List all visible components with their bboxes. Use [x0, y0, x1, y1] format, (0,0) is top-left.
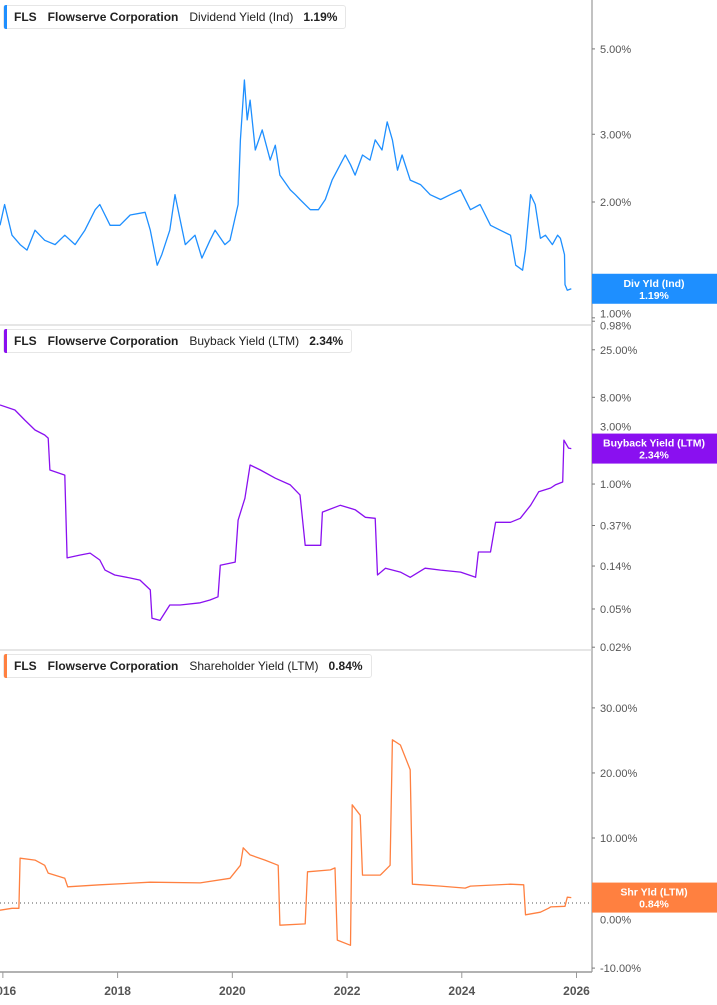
y-tick-label: -10.00% — [600, 963, 641, 975]
y-tick-label: 3.00% — [600, 129, 631, 141]
y-tick-label: 0.14% — [600, 561, 631, 573]
y-tick-label: 10.00% — [600, 833, 638, 845]
legend-color-swatch — [4, 654, 7, 678]
y-tick-label: 20.00% — [600, 768, 638, 780]
series-line — [0, 739, 572, 946]
end-label-value: 0.84% — [639, 899, 669, 911]
y-tick-label: 3.00% — [600, 422, 631, 434]
end-label-name: Div Yld (Ind) — [623, 278, 684, 290]
y-tick-label: 0.00% — [600, 915, 631, 927]
series-line — [0, 404, 572, 622]
y-tick-label: 0.37% — [600, 521, 631, 533]
y-tick-label: 25.00% — [600, 345, 638, 357]
legend-buyback-yield: FLS Flowserve Corporation Buyback Yield … — [3, 329, 353, 353]
y-tick-label: 5.00% — [600, 44, 631, 56]
y-tick-label: 8.00% — [600, 392, 631, 404]
end-value-label-box — [592, 273, 717, 304]
y-tick-label: 1.00% — [600, 309, 631, 321]
y-tick-label: 0.02% — [600, 642, 631, 654]
end-label-value: 1.19% — [639, 290, 669, 302]
end-value-label-box — [592, 433, 717, 464]
x-tick-label: 2020 — [219, 984, 246, 998]
y-tick-label: 0.05% — [600, 604, 631, 616]
x-tick-label: 2016 — [0, 984, 17, 998]
x-tick-label: 2024 — [448, 984, 475, 998]
legend-ticker: FLS — [14, 334, 37, 348]
x-tick-label: 2018 — [104, 984, 131, 998]
end-label-name: Buyback Yield (LTM) — [603, 438, 705, 450]
x-tick-label: 2022 — [334, 984, 361, 998]
legend-metric: Buyback Yield (LTM) — [189, 334, 300, 348]
legend-ticker: FLS — [14, 659, 37, 673]
legend-ticker: FLS — [14, 10, 37, 24]
legend-company: Flowserve Corporation — [47, 10, 179, 24]
legend-company: Flowserve Corporation — [47, 659, 179, 673]
legend-color-swatch — [4, 329, 7, 353]
x-tick-label: 2026 — [563, 984, 590, 998]
end-label-name: Shr Yld (LTM) — [620, 887, 687, 899]
legend-shareholder-yield: FLS Flowserve Corporation Shareholder Yi… — [3, 654, 372, 678]
legend-color-swatch — [4, 5, 7, 29]
y-tick-label: 0.98% — [600, 321, 631, 333]
legend-dividend-yield: FLS Flowserve Corporation Dividend Yield… — [3, 5, 347, 29]
legend-company: Flowserve Corporation — [47, 334, 179, 348]
end-value-label-box — [592, 882, 717, 913]
legend-value: 2.34% — [309, 334, 344, 348]
y-tick-label: 30.00% — [600, 703, 638, 715]
legend-value: 0.84% — [328, 659, 363, 673]
legend-metric: Dividend Yield (Ind) — [189, 10, 294, 24]
y-tick-label: 1.00% — [600, 479, 631, 491]
end-label-value: 2.34% — [639, 450, 669, 462]
legend-value: 1.19% — [303, 10, 338, 24]
series-line — [0, 79, 572, 291]
legend-metric: Shareholder Yield (LTM) — [189, 659, 319, 673]
y-tick-label: 2.00% — [600, 197, 631, 209]
